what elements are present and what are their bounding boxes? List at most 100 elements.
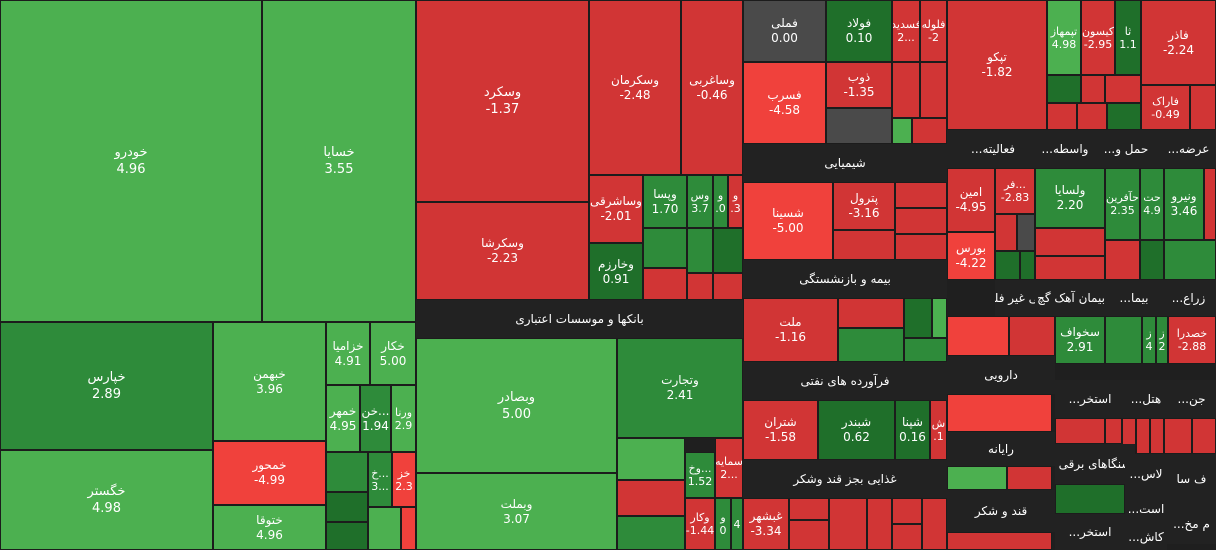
sector-header[interactable]: زراع... [1161,280,1216,316]
treemap-tile-unlabeled[interactable] [687,273,713,300]
treemap-tile-unlabeled[interactable] [1164,418,1192,454]
treemap-tile-unlabeled[interactable] [1009,316,1055,356]
treemap-tile[interactable]: وتجارت 2.41 [617,338,743,438]
treemap-tile-unlabeled[interactable] [1055,484,1125,514]
treemap-tile[interactable]: حت 4.9 [1140,168,1164,240]
treemap-tile[interactable]: فسدید 2... [892,0,920,62]
sector-header[interactable]: عرضه... [1161,130,1216,168]
treemap-tile-unlabeled[interactable] [1204,168,1216,240]
treemap-tile-unlabeled[interactable] [895,208,947,234]
treemap-tile-unlabeled[interactable] [1020,251,1035,280]
treemap-tile-unlabeled[interactable] [947,532,1052,550]
treemap-tile[interactable]: خمحور -4.99 [213,441,326,505]
sector-header[interactable]: بیمه و بازنشستگی [743,260,947,298]
treemap-tile-unlabeled[interactable] [789,498,829,520]
treemap-tile[interactable]: غبشهر -3.34 [743,498,789,550]
treemap-tile-unlabeled[interactable] [1105,75,1141,103]
treemap-tile-unlabeled[interactable] [326,522,368,550]
treemap-tile-unlabeled[interactable] [826,108,892,144]
treemap-tile-unlabeled[interactable] [1047,75,1081,103]
treemap-tile[interactable]: ونیرو 3.46 [1164,168,1204,240]
treemap-tile-unlabeled[interactable] [947,316,1009,356]
sector-header[interactable]: هتل... [1125,380,1167,418]
treemap-tile-unlabeled[interactable] [1190,85,1216,130]
treemap-tile[interactable]: خن... 1.94 [360,385,391,452]
treemap-tile[interactable]: خسایا 3.55 [262,0,416,322]
treemap-tile[interactable]: تپکو -1.82 [947,0,1047,130]
treemap-tile-unlabeled[interactable] [687,228,713,273]
sector-header[interactable]: کانی غیر فلزی [995,280,1035,316]
treemap-tile-unlabeled[interactable] [932,298,947,338]
treemap-tile-unlabeled[interactable] [1105,240,1140,280]
treemap-tile[interactable]: فر... -2.83 [995,168,1035,214]
treemap-tile[interactable]: خبهمن 3.96 [213,322,326,441]
treemap-tile[interactable]: وپسا 1.70 [643,175,687,228]
treemap-tile[interactable]: شبندر 0.62 [818,400,895,460]
sector-header[interactable]: غذایی بجز قند وشکر [743,460,947,498]
treemap-tile-unlabeled[interactable] [1136,418,1150,454]
treemap-tile-unlabeled[interactable] [892,498,922,524]
treemap-tile[interactable]: خصدرا -2.88 [1168,316,1216,364]
treemap-tile[interactable]: خگستر 4.98 [0,450,213,550]
treemap-tile[interactable]: ش .1 [930,400,947,460]
treemap-tile[interactable]: وبملت 3.07 [416,473,617,550]
treemap-tile[interactable]: وخارزم 0.91 [589,243,643,300]
treemap-tile-unlabeled[interactable] [904,298,932,338]
treemap-tile[interactable]: پترول -3.16 [833,182,895,230]
treemap-tile[interactable]: وبصادر 5.00 [416,338,617,473]
treemap-tile-unlabeled[interactable] [829,498,867,550]
treemap-tile[interactable]: وس 3.7 [687,175,713,228]
treemap-tile[interactable]: سمایه 2... [715,438,743,498]
treemap-tile-unlabeled[interactable] [1077,103,1107,130]
treemap-tile-unlabeled[interactable] [643,268,687,300]
treemap-tile-unlabeled[interactable] [922,498,947,550]
treemap-tile-unlabeled[interactable] [995,251,1020,280]
treemap-tile-unlabeled[interactable] [1192,418,1216,454]
treemap-tile-unlabeled[interactable] [1140,240,1164,280]
treemap-tile[interactable]: فاراک -0.49 [1141,85,1190,130]
treemap-tile[interactable]: فاذر -2.24 [1141,0,1216,85]
sector-header[interactable]: لاس... [1125,454,1167,494]
treemap-tile[interactable]: و .3 [728,175,743,228]
treemap-tile[interactable]: تپمهاز 4.98 [1047,0,1081,75]
treemap-tile-unlabeled[interactable] [912,118,947,144]
treemap-tile[interactable]: خمهر 4.95 [326,385,360,452]
sector-header[interactable]: استخر... [1055,380,1125,418]
treemap-tile-unlabeled[interactable] [326,492,368,522]
treemap-tile[interactable]: وخ... 1.52 [685,452,715,498]
sector-header[interactable]: کاش... [1125,524,1167,550]
sector-header[interactable]: شیمیایی [743,144,947,182]
treemap-tile-unlabeled[interactable] [1047,103,1077,130]
treemap-tile-unlabeled[interactable] [947,466,1007,490]
treemap-tile[interactable]: خزامیا 4.91 [326,322,370,385]
treemap-tile-unlabeled[interactable] [617,480,685,516]
treemap-tile[interactable]: ثا 1.1 [1115,0,1141,75]
treemap-tile[interactable]: وکار -1.44 [685,498,715,550]
treemap-tile[interactable]: ملت -1.16 [743,298,838,362]
treemap-tile[interactable]: خپارس 2.89 [0,322,213,450]
treemap-tile[interactable]: وسکرد -1.37 [416,0,589,202]
treemap-tile-unlabeled[interactable] [920,62,947,118]
treemap-tile-unlabeled[interactable] [368,507,401,550]
sector-header[interactable]: قند و شکر [947,490,1055,532]
treemap-tile-unlabeled[interactable] [838,328,904,362]
treemap-tile-unlabeled[interactable] [1017,214,1035,251]
treemap-tile[interactable]: کیسون -2.95 [1081,0,1115,75]
treemap-tile[interactable]: بورس -4.22 [947,232,995,280]
treemap-tile-unlabeled[interactable] [1007,466,1052,490]
treemap-tile-unlabeled[interactable] [1035,256,1105,280]
treemap-tile[interactable]: ولسایا 2.20 [1035,168,1105,228]
treemap-tile-unlabeled[interactable] [892,62,920,118]
treemap-tile-unlabeled[interactable] [1107,103,1141,130]
treemap-tile[interactable]: خکار 5.00 [370,322,416,385]
treemap-tile[interactable]: ختوقا 4.96 [213,505,326,550]
treemap-tile-unlabeled[interactable] [713,273,743,300]
treemap-tile[interactable]: شپنا 0.16 [895,400,930,460]
treemap-tile-unlabeled[interactable] [1164,240,1216,280]
treemap-tile[interactable]: فلوله -2 [920,0,947,62]
sector-header[interactable]: جن... [1167,380,1216,418]
treemap-tile[interactable]: فولاد 0.10 [826,0,892,62]
treemap-tile[interactable]: و .0 [713,175,728,228]
treemap-tile[interactable]: شتران -1.58 [743,400,818,460]
